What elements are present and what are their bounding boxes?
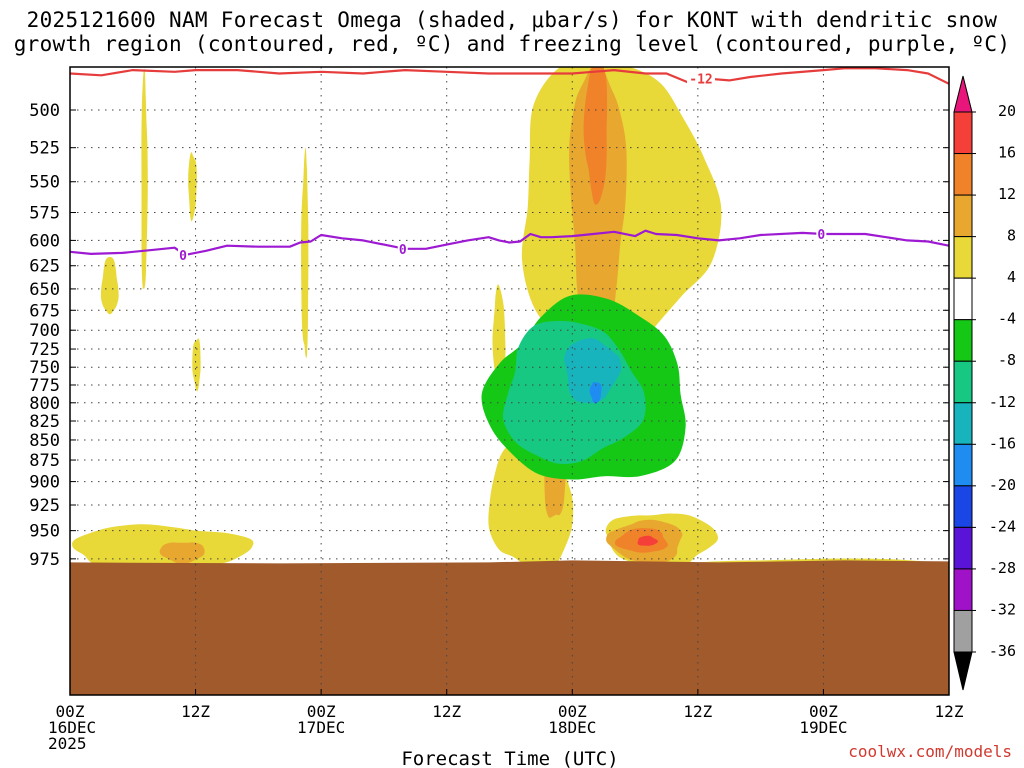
colorbar-segment: [953, 485, 973, 528]
colorbar-segment: [953, 319, 973, 362]
x-tick-label: 00Z: [56, 702, 85, 721]
omega-shading: [72, 67, 946, 575]
y-tick-label: 875: [29, 451, 60, 471]
colorbar-segment: [953, 111, 973, 155]
contour-label-bg: [397, 241, 408, 256]
colorbar-label: -32: [989, 600, 1016, 618]
contour-label: 0: [817, 228, 825, 243]
x-tick-label: 12Z: [181, 702, 210, 721]
terrain-ground: [70, 560, 949, 695]
omega-region: [100, 256, 119, 315]
x-tick-label: 17DEC: [297, 718, 345, 737]
contour-label-bg: [686, 71, 715, 86]
x-tick-label: 00Z: [809, 702, 838, 721]
chart-title-line-2: growth region (contoured, red, ºC) and f…: [13, 32, 1011, 56]
omega-region: [583, 67, 608, 205]
y-tick-label: 925: [29, 496, 60, 516]
contour-label: 0: [399, 243, 407, 258]
x-axis-title: Forecast Time (UTC): [401, 748, 618, 768]
colorbar: 20 16 12 8 4 -4 -8 -12 -16 -20 -24 -28 -32 -36: [953, 75, 1016, 691]
colorbar-bottom-arrow: [953, 651, 973, 691]
y-tick-label: 825: [29, 412, 60, 432]
y-tick-label: 950: [29, 522, 60, 542]
colorbar-label: -16: [989, 434, 1016, 452]
y-tick-label: 975: [29, 550, 60, 570]
y-tick-label: 525: [29, 139, 60, 159]
contour-label: -12: [689, 73, 712, 88]
plot-frame: [69, 66, 950, 696]
colorbar-label: -28: [989, 559, 1016, 577]
freezing-level-line: [70, 229, 949, 256]
y-tick-label: 800: [29, 394, 60, 414]
y-tick-label: 850: [29, 431, 60, 451]
colorbar-segment: [953, 360, 973, 404]
y-axis: 5005255505756006256506757007257507758008…: [29, 101, 949, 570]
y-tick-label: 575: [29, 204, 60, 224]
y-tick-label: 625: [29, 257, 60, 277]
colorbar-segment: [953, 236, 973, 279]
omega-region: [301, 147, 309, 358]
colorbar-label: -4: [998, 310, 1016, 328]
y-tick-label: 750: [29, 358, 60, 378]
colorbar-label: 8: [1007, 227, 1016, 245]
colorbar-label: -24: [989, 517, 1016, 535]
y-tick-label: 600: [29, 231, 60, 251]
colorbar-segment: [953, 194, 973, 238]
colorbar-segment: [953, 402, 973, 445]
dgz-contour-line: [70, 67, 949, 85]
y-tick-label: 500: [29, 101, 60, 121]
y-tick-label: 650: [29, 280, 60, 300]
colorbar-label: -20: [989, 476, 1016, 494]
omega-region: [492, 284, 506, 380]
colorbar-segment: [953, 153, 973, 196]
contour-label: 0: [179, 249, 187, 264]
chart-title-line-1: 2025121600 NAM Forecast Omega (shaded, μ…: [26, 8, 998, 32]
y-tick-label: 675: [29, 301, 60, 321]
colorbar-segment: [953, 568, 973, 611]
omega-region: [192, 338, 201, 392]
colorbar-segment: [953, 277, 973, 321]
colorbar-segment: [953, 609, 973, 653]
contour-layer: -12 0 0 0: [70, 67, 949, 264]
x-tick-label: 00Z: [307, 702, 336, 721]
colorbar-label: -12: [989, 393, 1016, 411]
colorbar-top-arrow: [953, 75, 973, 113]
colorbar-label: 16: [998, 144, 1016, 162]
colorbar-label: -36: [989, 642, 1016, 660]
site-credit: coolwx.com/models: [848, 742, 1012, 761]
x-tick-label: 12Z: [683, 702, 712, 721]
terrain-layer: [70, 560, 949, 695]
omega-region: [564, 338, 622, 404]
contour-label-bg: [816, 226, 827, 241]
x-tick-label: 00Z: [558, 702, 587, 721]
omega-region: [569, 67, 627, 347]
x-tick-label: 12Z: [935, 702, 964, 721]
omega-region: [589, 381, 602, 404]
x-tick-label: 19DEC: [799, 718, 847, 737]
x-tick-label: 2025: [48, 734, 87, 753]
x-tick-label: 12Z: [432, 702, 461, 721]
x-tick-label: 16DEC: [48, 718, 96, 737]
y-tick-label: 900: [29, 473, 60, 493]
contour-label-bg: [178, 247, 189, 262]
omega-region: [141, 68, 148, 290]
y-tick-label: 700: [29, 321, 60, 341]
omega-region: [188, 152, 197, 222]
y-tick-label: 725: [29, 340, 60, 360]
y-tick-label: 550: [29, 173, 60, 193]
colorbar-segment: [953, 526, 973, 570]
colorbar-label: -8: [998, 351, 1016, 369]
omega-region: [637, 535, 659, 546]
omega-region: [159, 542, 205, 564]
colorbar-segment: [953, 443, 973, 487]
colorbar-label: 20: [998, 102, 1016, 120]
colorbar-label: 4: [1007, 268, 1016, 286]
x-tick-label: 18DEC: [548, 718, 596, 737]
y-tick-label: 775: [29, 376, 60, 396]
colorbar-label: 12: [998, 185, 1016, 203]
